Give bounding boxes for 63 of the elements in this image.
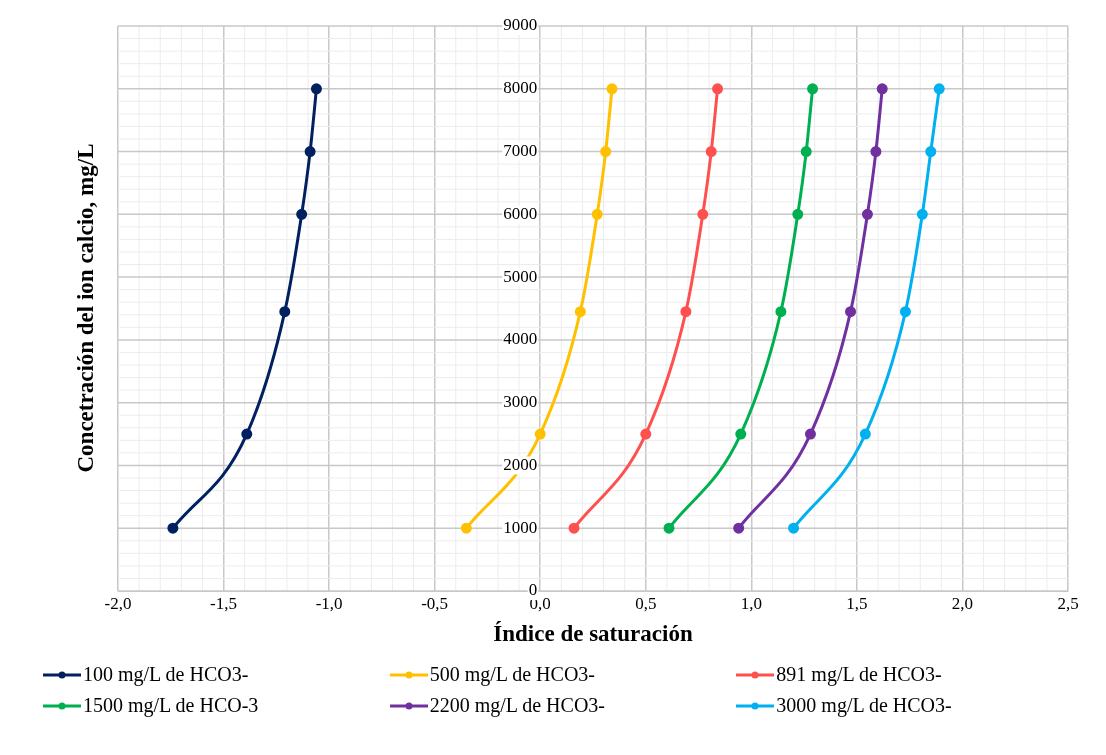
point [845,306,857,318]
point [167,522,179,534]
point [870,146,882,158]
y-tick-label: 2000 [503,454,538,474]
x-tick-label: -1,0 [315,593,343,613]
point [800,146,812,158]
point [279,306,291,318]
point [775,306,787,318]
legend-label: 100 mg/L de HCO3- [83,663,249,686]
legend-label: 891 mg/L de HCO3- [776,663,942,686]
point [568,522,580,534]
point [876,83,888,95]
legend-label: 3000 mg/L de HCO3- [776,694,952,717]
point [600,146,612,158]
y-tick-label: 4000 [503,329,538,349]
point [792,208,804,220]
point [640,428,652,440]
point [733,522,745,534]
point [807,83,819,95]
y-tick-label: 3000 [503,392,538,412]
point [534,428,546,440]
point [574,306,586,318]
x-tick-label: 0,5 [635,593,657,613]
x-tick-label: 1,0 [740,593,762,613]
point [310,83,322,95]
point [606,83,618,95]
y-tick-label: 5000 [503,266,538,286]
y-axis-title: Concetración del ion calcio, mg/L [73,143,99,473]
point [712,83,724,95]
point [735,428,747,440]
point [916,208,928,220]
point [241,428,253,440]
legend-label: 500 mg/L de HCO3- [429,663,596,686]
point [591,208,603,220]
y-tick-label: 1000 [503,517,538,537]
point [861,208,873,220]
x-tick-label: -1,5 [210,593,238,613]
y-tick-label: 0 [528,580,538,600]
y-tick-label: 7000 [503,141,538,161]
point [804,428,816,440]
x-tick-label: -2,0 [104,593,132,613]
point [460,522,472,534]
x-tick-label: -0,5 [421,593,449,613]
point [304,146,316,158]
legend-label: 2200 mg/L de HCO3- [429,694,606,717]
point [859,428,871,440]
y-tick-label: 8000 [503,78,538,98]
legend-label: 1500 mg/L de HCO-3 [83,694,259,717]
x-tick-label: 1,5 [846,593,868,613]
point [697,208,709,220]
point [925,146,937,158]
point [705,146,717,158]
point [899,306,911,318]
x-axis-title: Índice de saturación [493,621,693,647]
point [933,83,945,95]
y-tick-label: 6000 [503,203,538,223]
x-tick-label: 2,5 [1057,593,1079,613]
point [680,306,692,318]
x-tick-label: 2,0 [951,593,974,613]
y-tick-label: 9000 [503,15,538,35]
point [296,208,308,220]
point [663,522,675,534]
point [788,522,800,534]
